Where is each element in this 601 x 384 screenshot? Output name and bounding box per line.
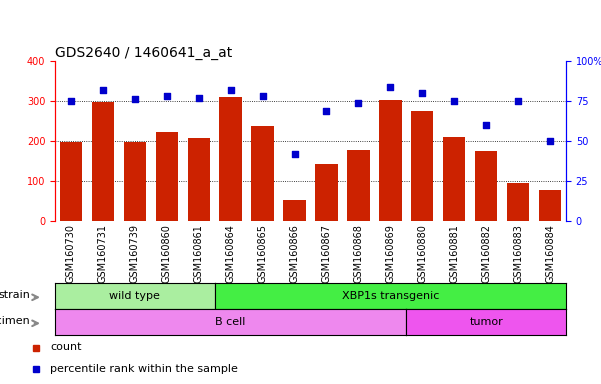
Text: XBP1s transgenic: XBP1s transgenic bbox=[341, 291, 439, 301]
Bar bbox=[475, 151, 498, 221]
Point bbox=[513, 98, 523, 104]
Point bbox=[481, 122, 491, 128]
Point bbox=[385, 84, 395, 90]
Bar bbox=[219, 97, 242, 221]
Point bbox=[162, 93, 172, 99]
Text: GSM160861: GSM160861 bbox=[194, 224, 204, 283]
Point bbox=[66, 98, 76, 104]
Bar bbox=[411, 111, 433, 221]
Text: percentile rank within the sample: percentile rank within the sample bbox=[50, 364, 238, 374]
Bar bbox=[539, 190, 561, 221]
Point bbox=[418, 90, 427, 96]
Bar bbox=[507, 183, 529, 221]
Point bbox=[194, 95, 204, 101]
Text: tumor: tumor bbox=[469, 317, 503, 327]
Text: GSM160867: GSM160867 bbox=[322, 224, 332, 283]
Point bbox=[353, 99, 363, 106]
Bar bbox=[124, 142, 146, 221]
Text: count: count bbox=[50, 343, 82, 353]
Bar bbox=[316, 164, 338, 221]
Text: GDS2640 / 1460641_a_at: GDS2640 / 1460641_a_at bbox=[55, 46, 232, 60]
Text: GSM160730: GSM160730 bbox=[66, 224, 76, 283]
Text: GSM160881: GSM160881 bbox=[449, 224, 459, 283]
Point bbox=[322, 108, 331, 114]
Text: GSM160880: GSM160880 bbox=[417, 224, 427, 283]
Text: GSM160868: GSM160868 bbox=[353, 224, 364, 283]
Bar bbox=[59, 142, 82, 221]
Bar bbox=[283, 200, 306, 221]
Bar bbox=[379, 100, 401, 221]
Bar bbox=[347, 150, 370, 221]
Text: GSM160866: GSM160866 bbox=[290, 224, 299, 283]
Bar bbox=[92, 102, 114, 221]
Text: GSM160865: GSM160865 bbox=[258, 224, 267, 283]
Point bbox=[98, 87, 108, 93]
Text: B cell: B cell bbox=[216, 317, 246, 327]
Bar bbox=[156, 132, 178, 221]
Text: GSM160860: GSM160860 bbox=[162, 224, 172, 283]
Text: strain: strain bbox=[0, 290, 30, 300]
Text: specimen: specimen bbox=[0, 316, 30, 326]
Text: GSM160884: GSM160884 bbox=[545, 224, 555, 283]
Bar bbox=[188, 138, 210, 221]
Text: GSM160739: GSM160739 bbox=[130, 224, 140, 283]
Text: GSM160731: GSM160731 bbox=[98, 224, 108, 283]
Point bbox=[450, 98, 459, 104]
Text: GSM160882: GSM160882 bbox=[481, 224, 491, 283]
Point bbox=[545, 138, 555, 144]
Text: wild type: wild type bbox=[109, 291, 160, 301]
Point bbox=[290, 151, 299, 157]
Point bbox=[226, 87, 236, 93]
Point bbox=[130, 96, 139, 103]
Point bbox=[258, 93, 267, 99]
Bar bbox=[443, 137, 465, 221]
Text: GSM160864: GSM160864 bbox=[225, 224, 236, 283]
Bar bbox=[251, 126, 274, 221]
Text: GSM160869: GSM160869 bbox=[385, 224, 395, 283]
Text: GSM160883: GSM160883 bbox=[513, 224, 523, 283]
